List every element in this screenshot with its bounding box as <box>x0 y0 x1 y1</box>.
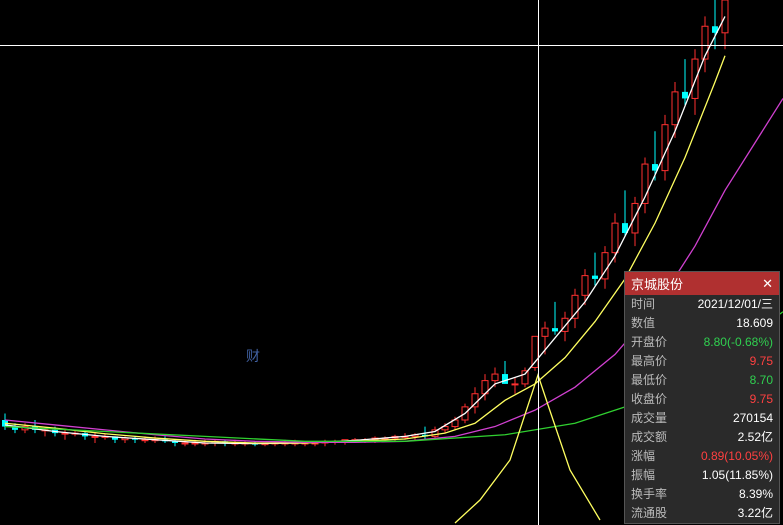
info-panel[interactable]: 京城股份 ✕ 时间 2021/12/01/三数值 18.609 开盘价 8.80(-0.… <box>624 271 780 524</box>
crosshair-horizontal <box>0 45 783 46</box>
info-label: 开盘价 <box>631 334 667 351</box>
info-label: 数值 <box>631 315 655 332</box>
info-row: 振幅 1.05(11.85%) <box>625 466 779 485</box>
info-label: 振幅 <box>631 467 655 484</box>
info-panel-title: 京城股份 <box>631 274 683 293</box>
info-row: 流通股 3.22亿 <box>625 504 779 523</box>
info-row: 时间 2021/12/01/三 <box>625 295 779 314</box>
info-row: 成交量 270154 <box>625 409 779 428</box>
info-value: 9.75 <box>750 391 773 408</box>
watermark: 财 <box>246 346 260 366</box>
info-label: 涨幅 <box>631 448 655 465</box>
info-label: 成交量 <box>631 410 667 427</box>
info-label: 时间 <box>631 296 655 313</box>
info-value: 1.05(11.85%) <box>702 467 773 484</box>
info-label: 最低价 <box>631 372 667 389</box>
close-icon[interactable]: ✕ <box>762 277 773 290</box>
info-label: 换手率 <box>631 486 667 503</box>
info-label: 最高价 <box>631 353 667 370</box>
info-value: 2021/12/01/三 <box>698 296 773 313</box>
info-row: 开盘价 8.80(-0.68%) <box>625 333 779 352</box>
info-value: 2.52亿 <box>738 429 773 446</box>
info-row: 最高价 9.75 <box>625 352 779 371</box>
info-value: 0.89(10.05%) <box>701 448 773 465</box>
info-row: 收盘价 9.75 <box>625 390 779 409</box>
crosshair-vertical <box>538 0 539 525</box>
info-row: 涨幅 0.89(10.05%) <box>625 447 779 466</box>
info-value: 3.22亿 <box>738 505 773 522</box>
info-row: 成交额 2.52亿 <box>625 428 779 447</box>
info-value: 9.75 <box>750 353 773 370</box>
info-value: 8.39% <box>739 486 773 503</box>
info-value: 18.609 <box>736 315 773 332</box>
info-value: 8.70 <box>750 372 773 389</box>
info-row: 最低价 8.70 <box>625 371 779 390</box>
info-row: 数值 18.609 <box>625 314 779 333</box>
info-label: 流通股 <box>631 505 667 522</box>
info-label: 成交额 <box>631 429 667 446</box>
info-panel-header[interactable]: 京城股份 ✕ <box>625 272 779 295</box>
info-label: 收盘价 <box>631 391 667 408</box>
info-value: 270154 <box>733 410 773 427</box>
info-value: 8.80(-0.68%) <box>704 334 773 351</box>
info-row: 换手率 8.39% <box>625 485 779 504</box>
